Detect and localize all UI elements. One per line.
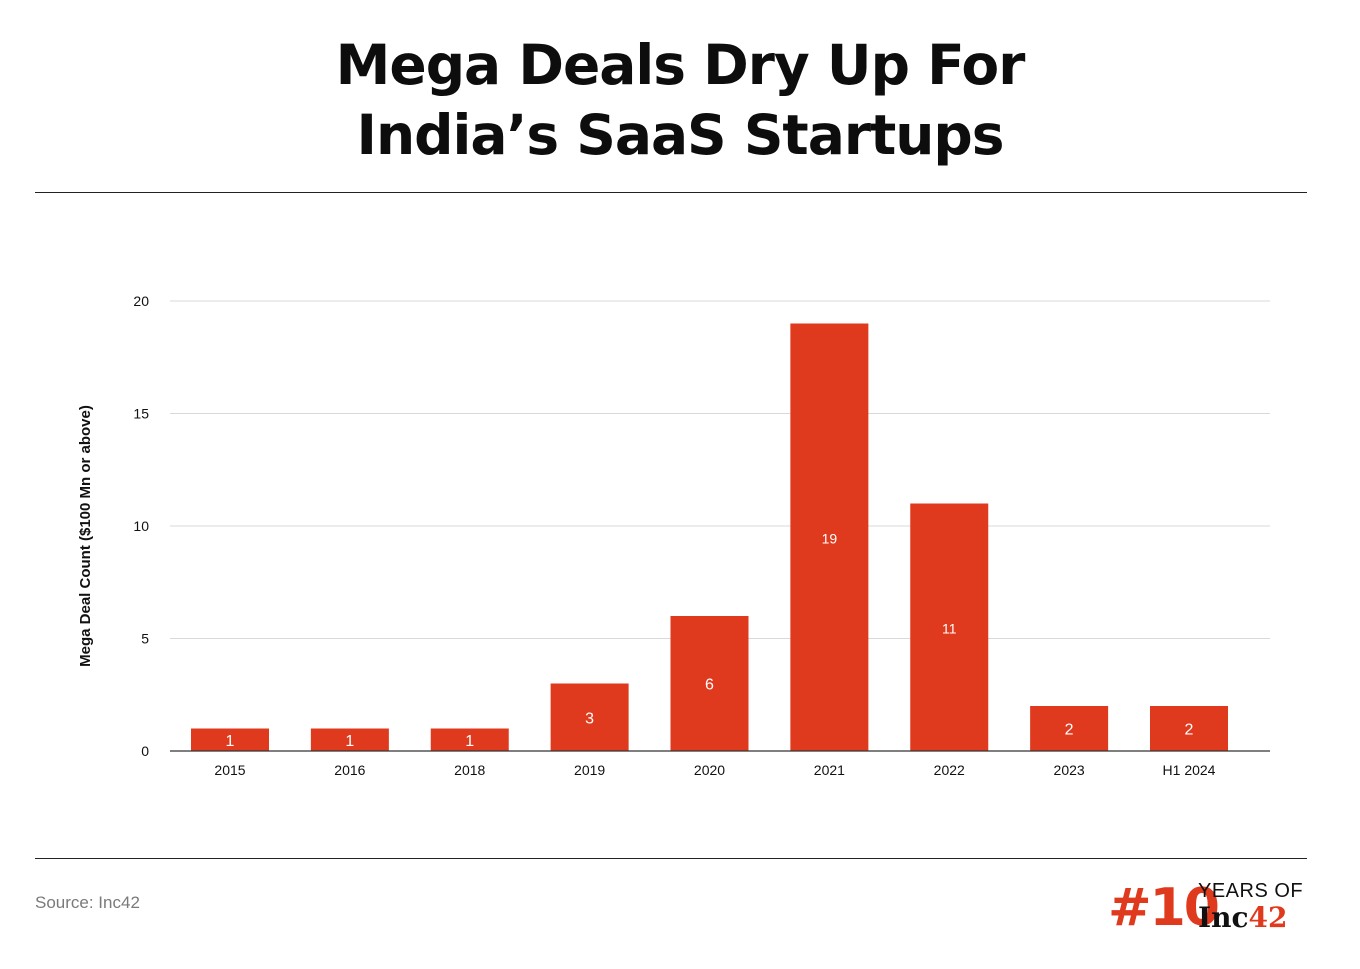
bar	[790, 323, 869, 751]
bar-data-label: 1	[345, 733, 354, 750]
x-tick-label: 2016	[334, 762, 365, 778]
inc42-10-years-logo: #10 YEARS OF Inc42	[1108, 878, 1308, 938]
x-axis-ticks: 2015 2016 2018 2019 2020 2021 2022 2023 H1 2024	[214, 762, 1215, 778]
bar	[1150, 706, 1228, 751]
chart-title: Mega Deals Dry Up For India’s SaaS Start…	[0, 30, 1360, 170]
logo-brand-num: 42	[1248, 901, 1288, 934]
x-tick-label: 2019	[574, 762, 605, 778]
x-tick-label: 2015	[214, 762, 245, 778]
chart-title-line-2: India’s SaaS Startups	[356, 103, 1004, 167]
x-tick-label: 2022	[934, 762, 965, 778]
bar-data-label: 2	[1065, 722, 1074, 739]
bar	[310, 728, 389, 751]
x-tick-label: 2018	[454, 762, 485, 778]
bar	[1030, 706, 1109, 751]
source-note: Source: Inc42	[35, 893, 140, 912]
y-axis-ticks: 0 5 10 15 20	[133, 293, 149, 759]
y-tick-label: 10	[133, 518, 149, 534]
bar-data-label: 19	[822, 530, 838, 546]
gridlines	[170, 300, 1270, 639]
y-axis-label: Mega Deal Count ($100 Mn or above)	[77, 405, 94, 667]
bar	[910, 503, 989, 751]
bar	[191, 728, 269, 751]
x-tick-label: 2021	[814, 762, 845, 778]
logo-years-of: YEARS OF	[1198, 880, 1304, 902]
x-tick-label: 2023	[1054, 762, 1085, 778]
bar	[430, 728, 509, 751]
logo-brand: Inc42	[1198, 902, 1287, 934]
bar-data-label: 1	[226, 733, 235, 750]
bar	[670, 616, 749, 751]
bars	[191, 323, 1228, 751]
logo-hash-10: #10	[1108, 878, 1220, 938]
logo-brand-text: Inc	[1198, 901, 1249, 934]
y-tick-label: 0	[141, 743, 149, 759]
chart-title-line-1: Mega Deals Dry Up For	[335, 33, 1026, 97]
y-tick-label: 20	[133, 293, 149, 309]
title-divider	[35, 192, 1307, 193]
bar-data-label: 3	[585, 710, 594, 727]
bar-data-label: 2	[1185, 722, 1194, 739]
y-tick-label: 5	[141, 631, 149, 647]
bar-data-label: 6	[705, 677, 714, 694]
bar-data-label: 1	[465, 733, 474, 750]
bar	[550, 683, 629, 751]
y-tick-label: 15	[133, 406, 149, 422]
bar-data-label: 11	[942, 620, 957, 636]
footer-divider	[35, 858, 1307, 859]
x-tick-label: 2020	[694, 762, 725, 778]
x-tick-label: H1 2024	[1163, 762, 1216, 778]
